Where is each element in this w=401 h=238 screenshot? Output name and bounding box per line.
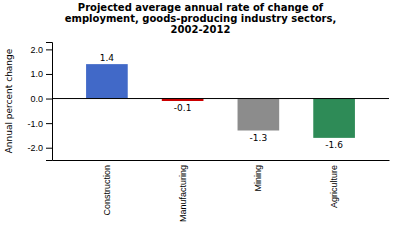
- y-tick: -1.0: [27, 119, 52, 129]
- y-tick-label: 0.0: [30, 94, 43, 104]
- x-tick: Agriculture: [329, 165, 339, 208]
- y-tick: 0.0: [30, 94, 52, 104]
- y-tick-mark: [46, 99, 52, 100]
- plot: -2.0 -1.0 0.0 1.0 2.0 Construction Manufacturi…: [27, 43, 389, 223]
- data-label: -1.3: [250, 133, 268, 143]
- x-tick-label: Mining: [253, 165, 263, 192]
- y-tick-mark: [46, 74, 52, 75]
- x-tick-label: Agriculture: [329, 165, 339, 208]
- chart: Projected average annual rate of change …: [0, 0, 401, 238]
- x-tick: Mining: [253, 165, 263, 192]
- y-tick-mark: [46, 123, 52, 124]
- y-tick: 1.0: [30, 69, 52, 79]
- y-tick-label: -1.0: [27, 119, 43, 129]
- data-label: -1.6: [325, 140, 343, 150]
- bar: [238, 99, 280, 131]
- bar: [86, 64, 128, 98]
- x-tick-label: Construction: [102, 165, 112, 216]
- data-label: 1.4: [100, 53, 115, 63]
- y-tick: -2.0: [27, 143, 52, 153]
- y-axis-title: Annual percent change: [4, 48, 14, 153]
- x-axis: Construction Manufacturing Mining Agricultu…: [53, 161, 390, 223]
- y-tick-mark: [46, 148, 52, 149]
- bar: [313, 99, 355, 138]
- y-tick-label: 2.0: [30, 45, 43, 55]
- title-line: 2002-2012: [171, 24, 231, 35]
- bars: [52, 64, 389, 138]
- x-tick-label: Manufacturing: [178, 165, 188, 222]
- y-axis-line: [46, 43, 53, 161]
- y-tick-label: 1.0: [30, 69, 43, 79]
- x-tick: Construction: [102, 165, 112, 216]
- title-line: employment, goods-producing industry sec…: [65, 13, 337, 24]
- y-axis: -2.0 -1.0 0.0 1.0 2.0: [27, 43, 52, 161]
- data-labels: 1.4 -0.1 -1.3 -1.6: [100, 53, 343, 150]
- x-axis-line: [53, 160, 390, 161]
- y-tick-mark: [46, 49, 52, 50]
- y-tick: 2.0: [30, 45, 52, 55]
- baseline: [52, 98, 389, 99]
- x-tick: Manufacturing: [178, 165, 188, 222]
- data-label: -0.1: [174, 103, 192, 113]
- title: Projected average annual rate of change …: [65, 2, 337, 35]
- y-tick-label: -2.0: [27, 143, 43, 153]
- title-line: Projected average annual rate of change …: [78, 2, 324, 13]
